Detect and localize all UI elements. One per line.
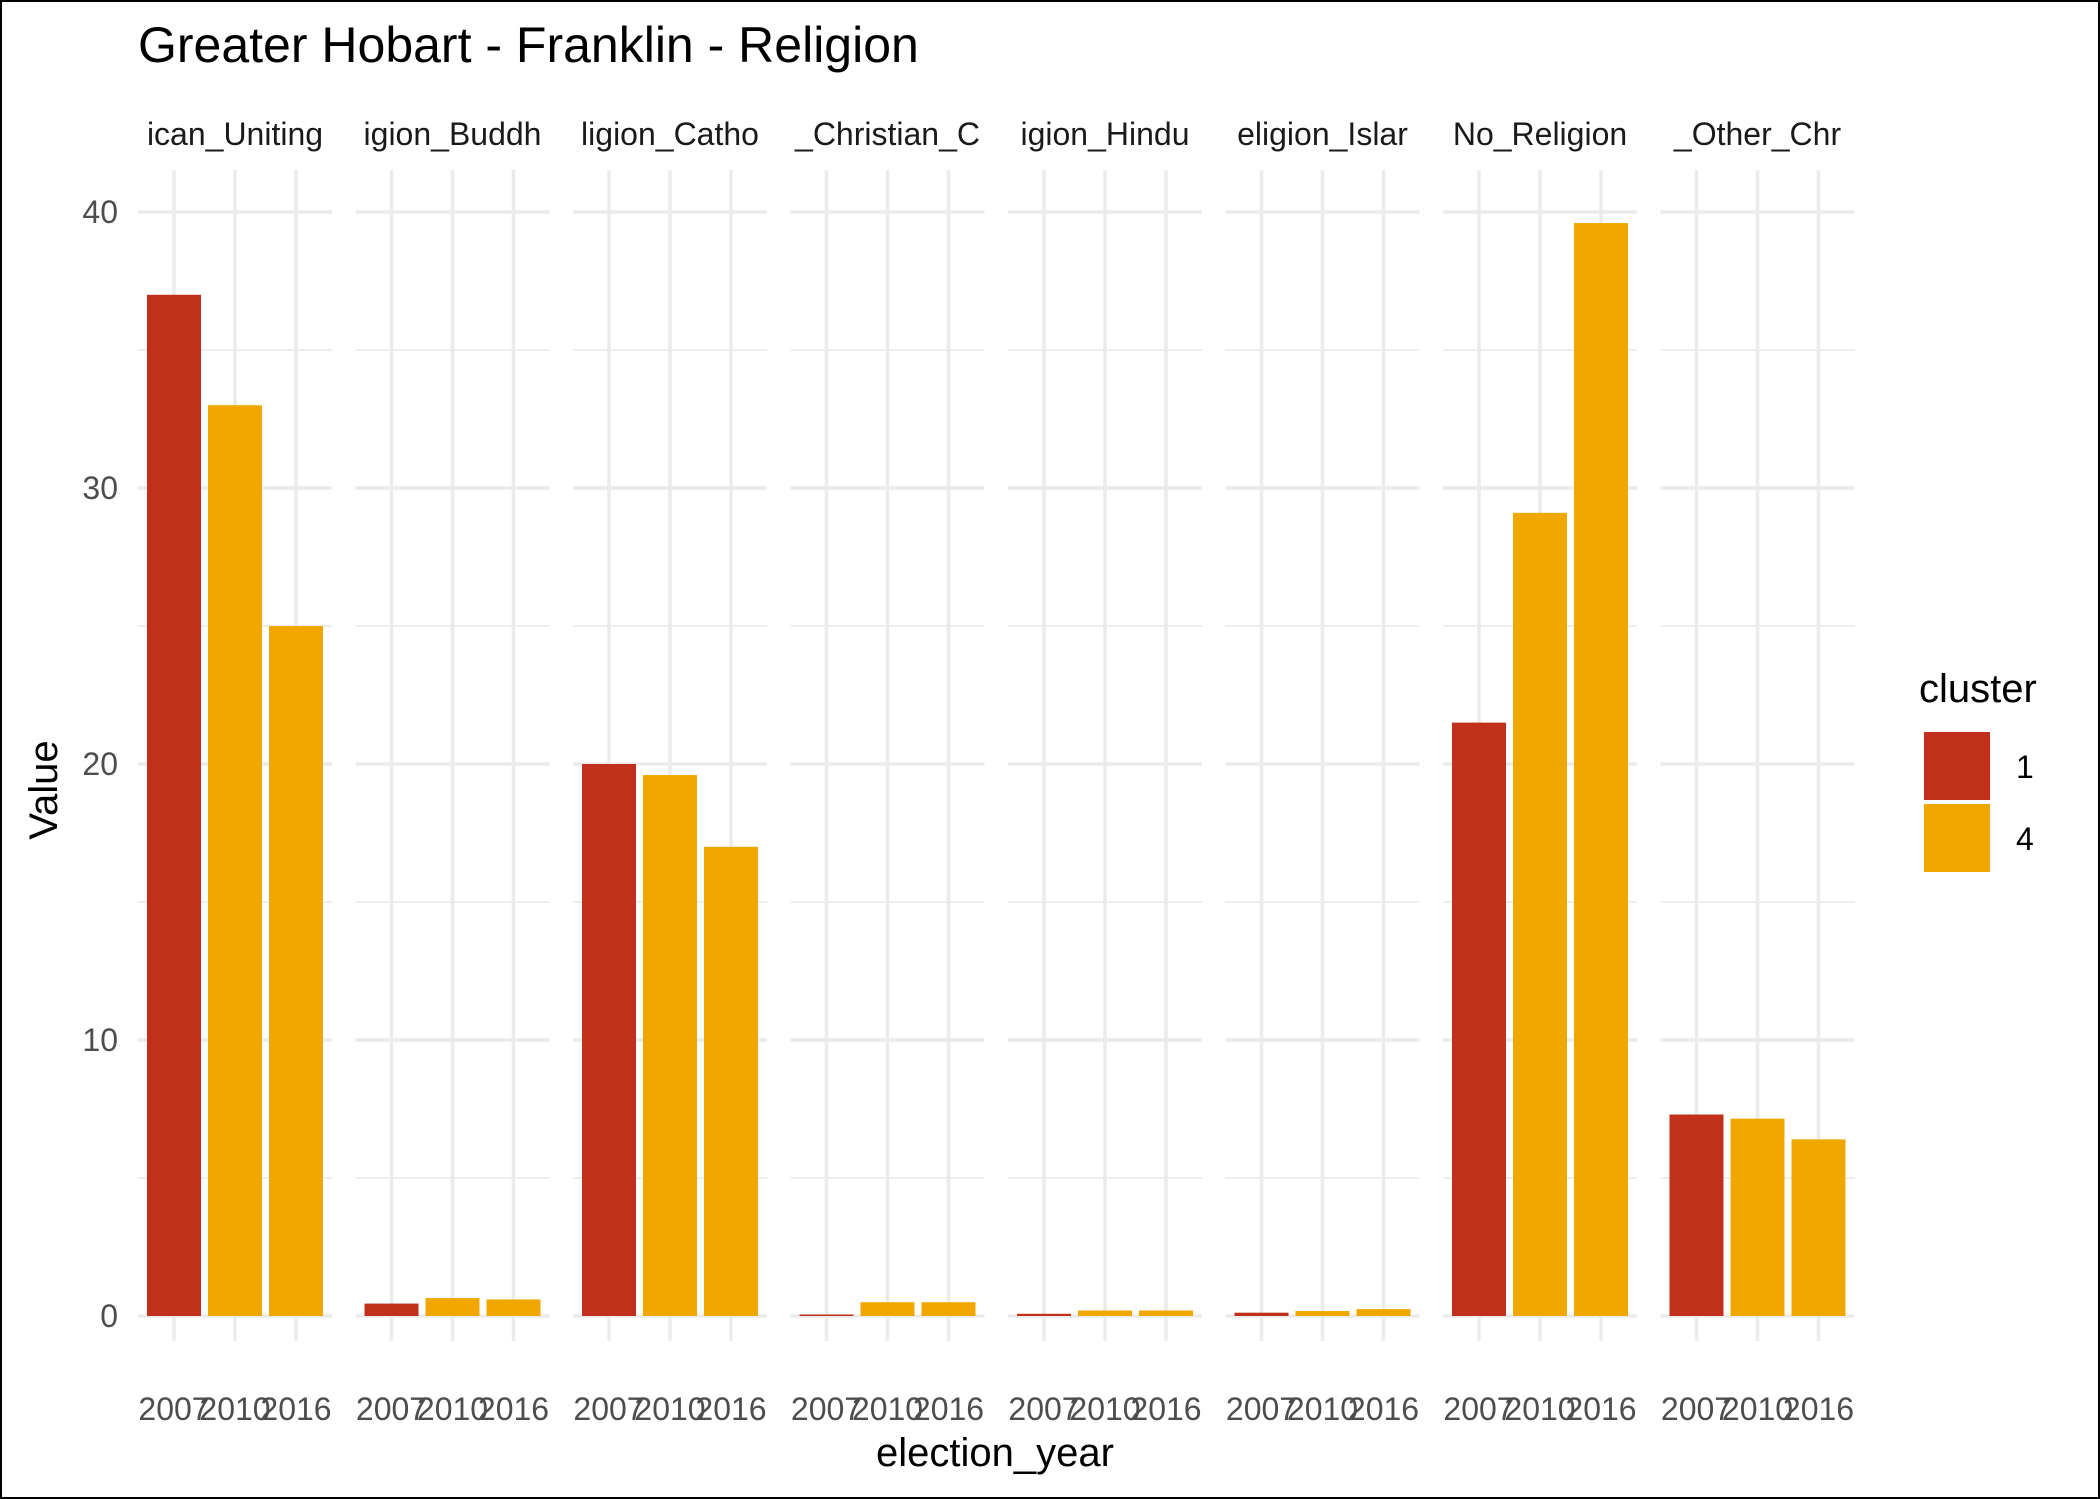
legend-title: cluster (1919, 667, 2037, 711)
x-tick-label: 2007 (1443, 1391, 1514, 1427)
chart-title: Greater Hobart - Franklin - Religion (138, 17, 919, 73)
x-tick-label: 2016 (1130, 1391, 1201, 1427)
x-axis-title: election_year (876, 1431, 1114, 1475)
bar (860, 1302, 915, 1316)
y-axis-title: Value (22, 740, 66, 839)
y-axis: 0 10 20 30 40 (82, 194, 118, 1334)
x-tick-label: 2010 (1287, 1391, 1358, 1427)
legend: cluster 1 4 (1919, 667, 2037, 872)
facet-strip-label: ican_Uniting (147, 116, 323, 152)
bar (1234, 1312, 1289, 1316)
bar (799, 1314, 854, 1316)
bar (208, 405, 262, 1316)
legend-label: 4 (2016, 821, 2034, 857)
bar (1356, 1309, 1411, 1316)
facet-strip-label: igion_Hindu (1020, 116, 1189, 152)
y-tick-label: 0 (100, 1298, 118, 1334)
bar (921, 1302, 976, 1316)
x-tick-label: 2007 (356, 1391, 427, 1427)
x-tick-label: 2007 (138, 1391, 209, 1427)
legend-key (1924, 732, 1990, 800)
x-tick-label: 2016 (913, 1391, 984, 1427)
x-tick-label: 2010 (1504, 1391, 1575, 1427)
facet-strip-label: _Christian_C (794, 116, 980, 152)
y-tick-label: 40 (82, 194, 118, 230)
bar (1017, 1313, 1071, 1316)
x-tick-label: 2016 (478, 1391, 549, 1427)
facet-strip-label: No_Religion (1453, 116, 1627, 152)
y-tick-label: 20 (82, 746, 118, 782)
x-tick-label: 2016 (1565, 1391, 1636, 1427)
bar (1078, 1310, 1132, 1316)
facet-strip-label: ligion_Catho (581, 116, 759, 152)
x-tick-label: 2010 (199, 1391, 270, 1427)
x-tick-label: 2010 (417, 1391, 488, 1427)
x-tick-label: 2016 (695, 1391, 766, 1427)
bar (425, 1298, 480, 1316)
bar (147, 294, 201, 1316)
x-tick-label: 2007 (1661, 1391, 1732, 1427)
bar (704, 846, 758, 1316)
bar (1513, 512, 1567, 1316)
bar (1730, 1118, 1785, 1316)
facet-strip-label: igion_Buddh (364, 116, 542, 152)
bar (1139, 1310, 1193, 1316)
x-tick-label: 2016 (1783, 1391, 1854, 1427)
x-tick-label: 2010 (852, 1391, 923, 1427)
y-tick-label: 30 (82, 470, 118, 506)
x-tick-label: 2007 (1008, 1391, 1079, 1427)
bar (582, 764, 636, 1316)
bar (643, 775, 697, 1316)
bar (1791, 1139, 1846, 1316)
y-tick-label: 10 (82, 1022, 118, 1058)
bar (1574, 223, 1628, 1316)
bar (1295, 1311, 1350, 1316)
facet-strip-label: _Other_Chr (1673, 116, 1842, 152)
bar (1452, 722, 1506, 1316)
x-tick-label: 2010 (634, 1391, 705, 1427)
x-tick-label: 2007 (791, 1391, 862, 1427)
x-tick-label: 2007 (1226, 1391, 1297, 1427)
facet-strip-label: eligion_Islar (1237, 116, 1408, 152)
bar (486, 1299, 541, 1316)
facet-panels: ican_Uniting200720102016igion_Buddh20072… (138, 116, 1855, 1427)
legend-key (1924, 804, 1990, 872)
bar (364, 1303, 419, 1316)
x-tick-label: 2010 (1069, 1391, 1140, 1427)
x-tick-label: 2016 (260, 1391, 331, 1427)
bar (1669, 1114, 1724, 1316)
x-tick-label: 2007 (573, 1391, 644, 1427)
x-tick-label: 2016 (1348, 1391, 1419, 1427)
legend-label: 1 (2016, 749, 2034, 785)
x-tick-label: 2010 (1722, 1391, 1793, 1427)
bar (269, 626, 323, 1316)
